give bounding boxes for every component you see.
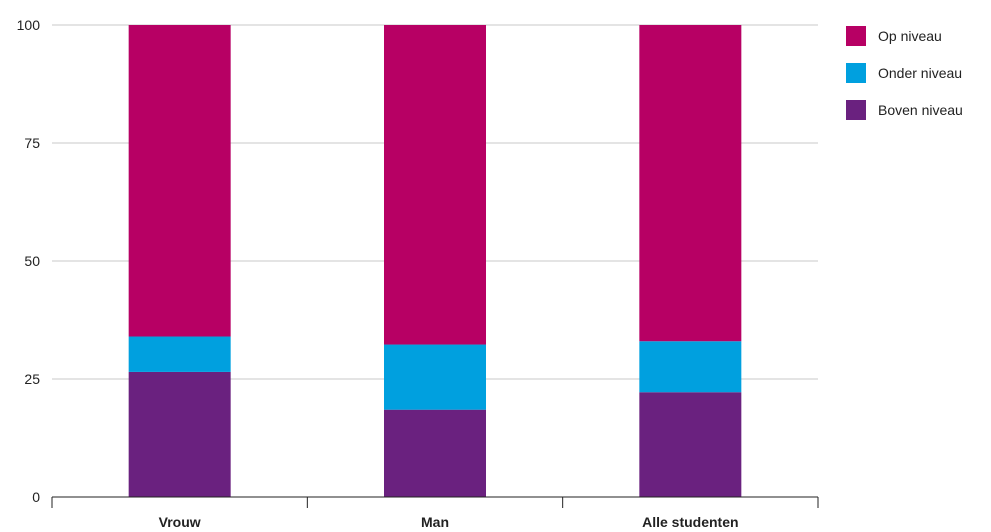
legend-item: Op niveau: [846, 26, 963, 46]
legend: Op niveau Onder niveau Boven niveau: [846, 26, 963, 137]
legend-label: Op niveau: [878, 28, 942, 44]
axis-labels: 0 25 50 75 100 Vrouw Man Alle studenten: [17, 17, 739, 530]
bar-segment: [384, 409, 486, 497]
x-category-label: Vrouw: [159, 514, 201, 530]
legend-swatch: [846, 100, 866, 120]
bar-segment: [384, 344, 486, 410]
legend-item: Boven niveau: [846, 100, 963, 120]
bar-segment: [639, 25, 742, 342]
legend-swatch: [846, 63, 866, 83]
y-tick-label: 50: [24, 253, 40, 269]
legend-swatch: [846, 26, 866, 46]
bar-segment: [128, 25, 231, 337]
bars: [128, 25, 742, 497]
legend-label: Boven niveau: [878, 102, 963, 118]
bar-segment: [128, 336, 231, 372]
bar-segment: [639, 341, 742, 393]
x-category-label: Man: [421, 514, 449, 530]
legend-label: Onder niveau: [878, 65, 963, 81]
y-tick-label: 25: [24, 371, 40, 387]
x-axis: [51, 496, 819, 508]
y-tick-label: 0: [32, 489, 40, 505]
bar-segment: [128, 371, 231, 497]
y-tick-label: 75: [24, 135, 40, 151]
y-tick-label: 100: [17, 17, 41, 33]
x-category-label: Alle studenten: [642, 514, 738, 530]
bar-segment: [639, 392, 742, 497]
legend-item: Onder niveau: [846, 63, 963, 83]
bar-segment: [384, 25, 486, 345]
